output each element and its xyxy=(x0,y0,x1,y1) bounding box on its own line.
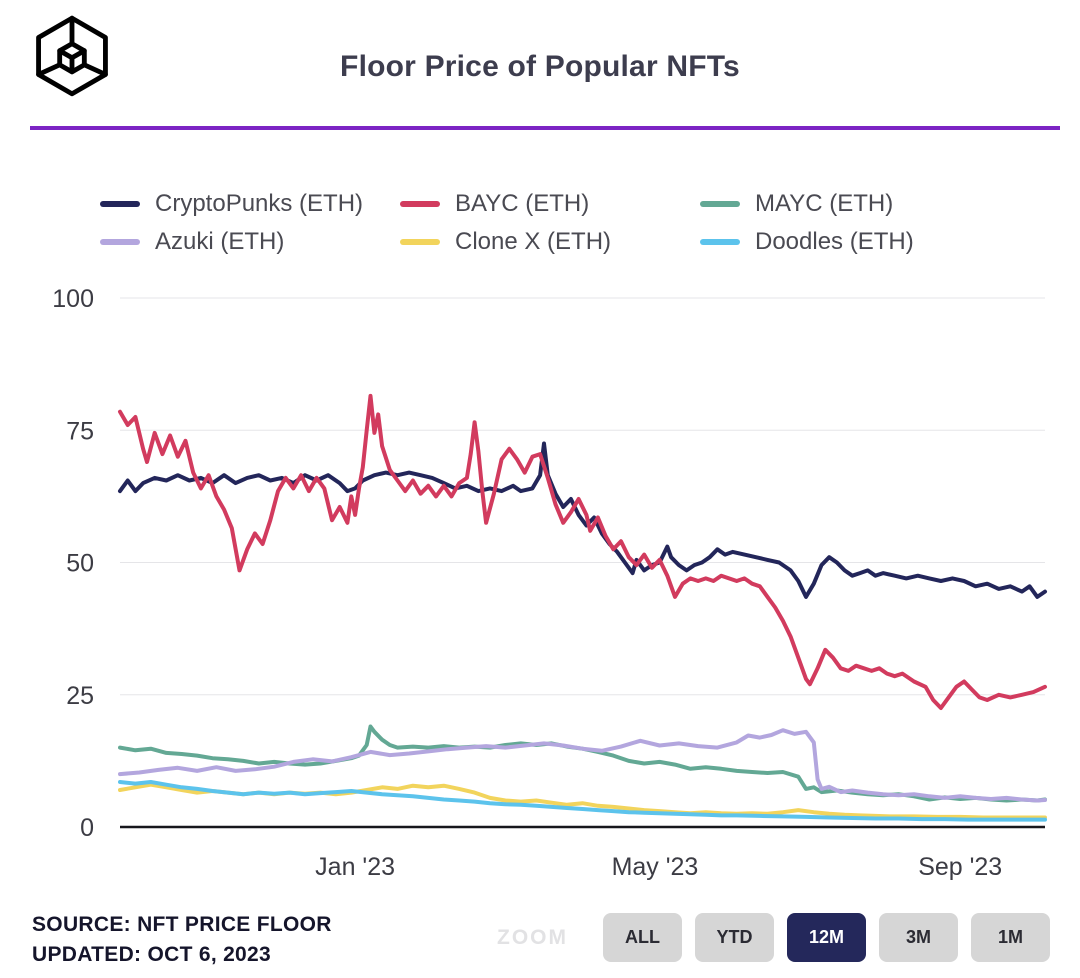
source-line: SOURCE: NFT PRICE FLOOR xyxy=(32,913,332,936)
x-tick-label: May '23 xyxy=(612,853,699,881)
x-tick-label: Sep '23 xyxy=(918,853,1002,881)
series-line-mayc-eth xyxy=(118,724,1047,803)
price-line-chart[interactable]: 0 25 50 75 100 Jan '23 May '23 Sep '23 xyxy=(0,272,1080,887)
legend-swatch-icon xyxy=(100,201,140,207)
y-tick-label: 100 xyxy=(52,285,94,313)
range-selector: ALL YTD 12M 3M 1M xyxy=(603,913,1050,962)
legend-swatch-icon xyxy=(400,239,440,245)
legend-label: BAYC (ETH) xyxy=(455,190,590,217)
chart-legend: CryptoPunks (ETH) BAYC (ETH) MAYC (ETH) Azu… xyxy=(100,186,1000,260)
range-button-ytd[interactable]: YTD xyxy=(695,913,774,962)
legend-swatch-icon xyxy=(700,239,740,245)
legend-swatch-icon xyxy=(400,201,440,207)
legend-label: CryptoPunks (ETH) xyxy=(155,190,364,217)
legend-item-cryptopunks-eth[interactable]: CryptoPunks (ETH) xyxy=(100,186,400,222)
legend-label: Azuki (ETH) xyxy=(155,228,285,255)
series-line-cryptopunks-eth xyxy=(118,441,1047,599)
x-tick-label: Jan '23 xyxy=(315,853,395,881)
chart-area: 0 25 50 75 100 Jan '23 May '23 Sep '23 xyxy=(0,272,1080,887)
legend-label: MAYC (ETH) xyxy=(755,190,894,217)
legend-item-doodles-eth[interactable]: Doodles (ETH) xyxy=(700,224,1000,260)
legend-item-bayc-eth[interactable]: BAYC (ETH) xyxy=(400,186,700,222)
series-line-doodles-eth xyxy=(118,780,1047,822)
y-tick-label: 75 xyxy=(66,417,94,445)
legend-item-clone-x-eth[interactable]: Clone X (ETH) xyxy=(400,224,700,260)
series-line-azuki-eth xyxy=(118,728,1047,803)
zoom-watermark: ZOOM xyxy=(497,926,568,949)
series-line-clone-x-eth xyxy=(118,782,1047,820)
page-title: Floor Price of Popular NFTs xyxy=(340,50,740,83)
y-tick-label: 25 xyxy=(66,682,94,710)
header-divider xyxy=(30,126,1060,130)
y-tick-label: 0 xyxy=(80,814,94,842)
range-button-all[interactable]: ALL xyxy=(603,913,682,962)
nft-price-floor-logo-icon xyxy=(28,12,116,100)
legend-item-mayc-eth[interactable]: MAYC (ETH) xyxy=(700,186,1000,222)
series-line-bayc-eth xyxy=(118,393,1047,710)
range-button-12m[interactable]: 12M xyxy=(787,913,866,962)
legend-swatch-icon xyxy=(700,201,740,207)
updated-line: UPDATED: OCT 6, 2023 xyxy=(32,943,271,966)
y-tick-label: 50 xyxy=(66,550,94,578)
legend-item-azuki-eth[interactable]: Azuki (ETH) xyxy=(100,224,400,260)
source-attribution: SOURCE: NFT PRICE FLOOR UPDATED: OCT 6, … xyxy=(32,910,332,970)
range-button-1m[interactable]: 1M xyxy=(971,913,1050,962)
range-button-3m[interactable]: 3M xyxy=(879,913,958,962)
legend-label: Clone X (ETH) xyxy=(455,228,612,255)
legend-label: Doodles (ETH) xyxy=(755,228,914,255)
legend-swatch-icon xyxy=(100,239,140,245)
